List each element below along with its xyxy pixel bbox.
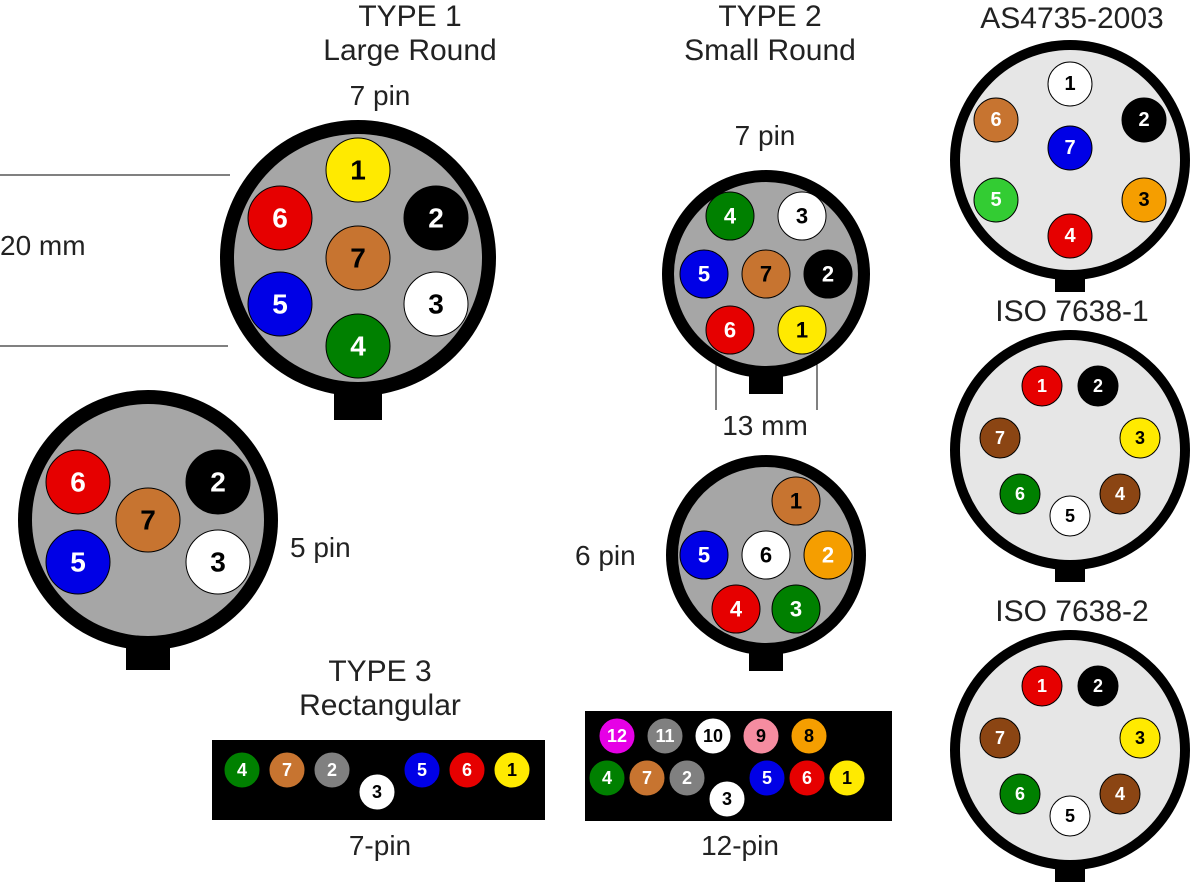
pin-label-4: 4 — [237, 760, 247, 780]
pin-label-7: 7 — [282, 760, 292, 780]
iso1: ISO 7638-1 — [942, 295, 1200, 329]
pin-label-3: 3 — [790, 597, 802, 622]
type2-7pin: 4 3 5 7 2 6 1 — [662, 170, 870, 394]
pin-label-3: 3 — [796, 204, 808, 229]
pin-label-3: 3 — [1138, 189, 1149, 211]
pin-label-3: 3 — [372, 782, 382, 802]
pin-label-6: 6 — [724, 318, 736, 343]
type3-7pin: 4 7 2 5 6 1 3 — [212, 740, 545, 820]
pin-label-1: 1 — [842, 768, 852, 788]
pin-label-9: 9 — [756, 726, 766, 746]
diagram-canvas: 1234567235674357261123456123456712345671… — [0, 0, 1200, 885]
pin-label-1: 1 — [790, 489, 802, 514]
pin-label-1: 1 — [1037, 376, 1047, 396]
pin-label-4: 4 — [1115, 484, 1125, 504]
pin-label-3: 3 — [210, 547, 226, 578]
pin-label-6: 6 — [1015, 484, 1025, 504]
pin-label-5: 5 — [1065, 506, 1075, 526]
pin-label-6: 6 — [802, 768, 812, 788]
iso7638-1: 1 2 3 4 5 6 7 — [950, 330, 1190, 582]
pin-label-8: 8 — [804, 726, 814, 746]
pin-label-1: 1 — [796, 318, 808, 343]
pin-label-5: 5 — [70, 547, 86, 578]
pin-label-5: 5 — [990, 189, 1001, 211]
pin-label-7: 7 — [995, 428, 1005, 448]
pin-label-5: 5 — [272, 289, 288, 320]
as4735: 1 2 3 4 5 6 7 — [950, 40, 1190, 292]
t2-7pin: 7 pin — [695, 120, 835, 152]
t2-6pin: 6 pin — [575, 540, 675, 572]
pin-label-7: 7 — [995, 728, 1005, 748]
pin-label-1: 1 — [350, 155, 366, 186]
t3-7pin: 7-pin — [310, 830, 450, 862]
pin-label-5: 5 — [698, 543, 710, 568]
pin-label-4: 4 — [730, 597, 743, 622]
pin-label-2: 2 — [327, 760, 337, 780]
pin-label-2: 2 — [428, 203, 444, 234]
pin-label-3: 3 — [1135, 728, 1145, 748]
pin-label-7: 7 — [140, 505, 156, 536]
pin-label-2: 2 — [1138, 109, 1149, 131]
pin-label-4: 4 — [1064, 225, 1076, 247]
t1-title: TYPE 1Large Round — [280, 0, 540, 68]
pin-label-12: 12 — [607, 726, 627, 746]
pin-label-2: 2 — [1093, 376, 1103, 396]
pin-label-5: 5 — [762, 768, 772, 788]
iso2: ISO 7638-2 — [942, 595, 1200, 629]
dim20: 20 mm — [0, 230, 95, 262]
pin-label-11: 11 — [655, 726, 674, 746]
type1-7pin: 1 2 3 4 5 6 7 — [220, 120, 496, 420]
type2-6pin: 1 2 3 4 5 6 — [666, 455, 866, 671]
pin-label-1: 1 — [1064, 73, 1075, 95]
pin-label-2: 2 — [1093, 676, 1103, 696]
pin-label-3: 3 — [1135, 428, 1145, 448]
pin-label-2: 2 — [822, 262, 834, 287]
dim13: 13 mm — [700, 410, 830, 442]
pin-label-5: 5 — [1065, 806, 1075, 826]
t1-5pin: 5 pin — [290, 532, 410, 564]
pin-label-10: 10 — [703, 726, 723, 746]
pin-label-6: 6 — [760, 543, 772, 568]
pin-label-1: 1 — [1037, 676, 1047, 696]
t2-title: TYPE 2Small Round — [640, 0, 900, 68]
pin-label-4: 4 — [724, 204, 737, 229]
pin-label-5: 5 — [417, 760, 427, 780]
pin-label-3: 3 — [428, 289, 444, 320]
pin-label-4: 4 — [350, 331, 366, 362]
t3-12pin: 12-pin — [670, 830, 810, 862]
pin-label-6: 6 — [462, 760, 472, 780]
t3-title: TYPE 3Rectangular — [250, 655, 510, 723]
pin-label-6: 6 — [272, 203, 288, 234]
pin-label-3: 3 — [722, 789, 732, 809]
pin-label-1: 1 — [507, 760, 517, 780]
as-title: AS4735-2003 — [942, 2, 1200, 36]
type3-12pin: 12 11 10 9 8 4 7 2 5 6 1 3 — [585, 711, 892, 821]
pin-label-6: 6 — [990, 109, 1001, 131]
pin-label-5: 5 — [698, 262, 710, 287]
pin-label-2: 2 — [822, 543, 834, 568]
pin-label-2: 2 — [682, 768, 692, 788]
pin-label-6: 6 — [70, 467, 86, 498]
pin-label-4: 4 — [602, 768, 612, 788]
pin-label-7: 7 — [642, 768, 652, 788]
pin-label-6: 6 — [1015, 784, 1025, 804]
pin-label-4: 4 — [1115, 784, 1125, 804]
pin-label-7: 7 — [760, 262, 772, 287]
iso7638-2: 1 2 3 4 5 6 7 — [950, 630, 1190, 882]
pin-label-7: 7 — [350, 243, 366, 274]
pin-label-2: 2 — [210, 467, 226, 498]
type1-5pin: 2 3 5 6 7 — [18, 390, 278, 670]
pin-label-7: 7 — [1064, 137, 1075, 159]
t1-7pin: 7 pin — [300, 80, 460, 112]
